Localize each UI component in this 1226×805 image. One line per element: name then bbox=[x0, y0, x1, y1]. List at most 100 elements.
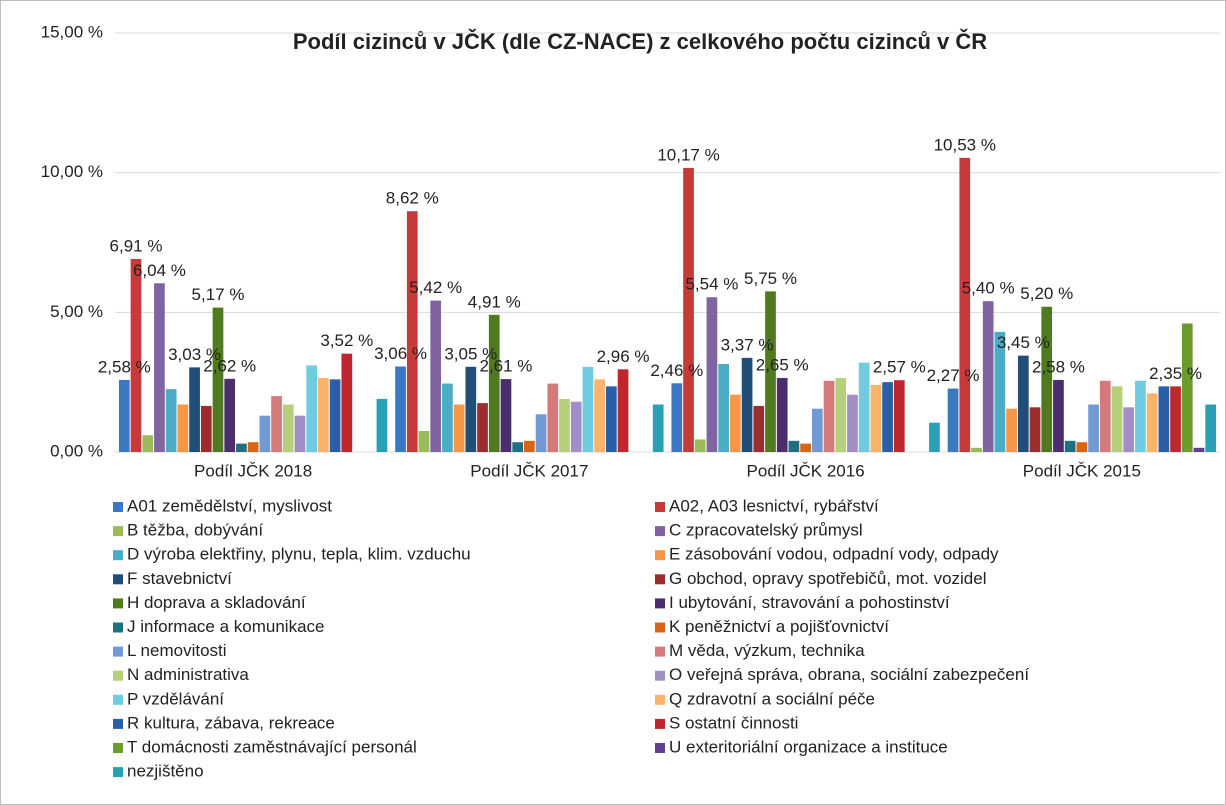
bar bbox=[318, 377, 329, 452]
legend-item: H doprava a skladování bbox=[113, 593, 306, 612]
legend-label: H doprava a skladování bbox=[127, 593, 306, 612]
bar bbox=[130, 258, 142, 452]
bar bbox=[500, 379, 512, 452]
bar bbox=[154, 283, 165, 452]
bar bbox=[453, 404, 465, 452]
legend-swatch bbox=[113, 670, 123, 681]
bar bbox=[1158, 386, 1170, 452]
data-label: 10,17 % bbox=[657, 145, 719, 164]
legend-label: Q zdravotní a sociální péče bbox=[669, 689, 875, 708]
bar bbox=[559, 398, 570, 452]
bar bbox=[271, 396, 282, 452]
legend-label: N administrativa bbox=[127, 665, 249, 684]
bar bbox=[929, 422, 940, 452]
legend-label: G obchod, opravy spotřebičů, mot. vozide… bbox=[669, 569, 987, 588]
bar bbox=[395, 366, 406, 452]
legend-label: I ubytování, stravování a pohostinství bbox=[669, 593, 950, 612]
bar bbox=[788, 440, 800, 452]
bar bbox=[582, 366, 594, 452]
bar bbox=[1193, 447, 1205, 452]
bar bbox=[1111, 386, 1123, 452]
legend-item: D výroba elektřiny, plynu, tepla, klim. … bbox=[113, 545, 471, 564]
legend-swatch bbox=[113, 718, 123, 729]
legend-swatch bbox=[655, 743, 665, 753]
bar bbox=[247, 442, 259, 452]
bar bbox=[1006, 408, 1017, 452]
legend-item: G obchod, opravy spotřebičů, mot. vozide… bbox=[655, 569, 987, 588]
legend-swatch bbox=[655, 622, 665, 633]
legend-label: M věda, výzkum, technika bbox=[669, 641, 865, 660]
bar bbox=[1029, 407, 1041, 452]
bar bbox=[442, 383, 453, 452]
data-label: 2,61 % bbox=[479, 357, 532, 376]
data-label: 2,46 % bbox=[650, 361, 703, 380]
bar bbox=[1135, 380, 1146, 452]
bar bbox=[418, 431, 430, 452]
bar bbox=[200, 405, 212, 452]
bar bbox=[1017, 355, 1029, 452]
bar bbox=[971, 447, 982, 452]
data-label: 2,57 % bbox=[873, 358, 926, 377]
bar bbox=[165, 389, 177, 452]
legend-item: U exteritoriální organizace a instituce bbox=[655, 737, 948, 756]
legend-label: O veřejná správa, obrana, sociální zabez… bbox=[669, 665, 1029, 684]
legend-swatch bbox=[113, 767, 123, 778]
legend-label: A02, A03 lesnictví, rybářství bbox=[669, 496, 879, 515]
legend-swatch bbox=[113, 502, 123, 512]
bar bbox=[800, 443, 811, 452]
legend-swatch bbox=[655, 574, 665, 585]
legend-item: M věda, výzkum, technika bbox=[655, 641, 865, 660]
bar bbox=[1041, 306, 1053, 452]
bar bbox=[341, 353, 353, 452]
legend-item: K peněžnictví a pojišťovnictví bbox=[655, 617, 889, 636]
bar bbox=[477, 403, 488, 452]
y-tick-label: 10,00 % bbox=[41, 162, 103, 181]
bar bbox=[547, 383, 559, 452]
bar bbox=[594, 379, 605, 452]
legend-swatch bbox=[655, 670, 665, 681]
data-label: 4,91 % bbox=[468, 292, 521, 311]
bar bbox=[706, 297, 718, 452]
bar bbox=[671, 383, 683, 452]
legend-item: A02, A03 lesnictví, rybářství bbox=[655, 496, 879, 515]
legend-label: K peněžnictví a pojišťovnictví bbox=[669, 617, 889, 636]
x-tick-label: Podíl JČK 2015 bbox=[1023, 461, 1141, 480]
legend-label: S ostatní činnosti bbox=[669, 713, 798, 732]
legend-item: S ostatní činnosti bbox=[655, 713, 798, 732]
bar bbox=[776, 377, 788, 452]
x-tick-label: Podíl JČK 2016 bbox=[747, 461, 865, 480]
legend-label: F stavebnictví bbox=[127, 569, 232, 588]
bar bbox=[430, 300, 442, 452]
legend-label: B těžba, dobývání bbox=[127, 521, 263, 540]
legend-swatch bbox=[655, 550, 665, 561]
bar bbox=[982, 301, 994, 452]
bar bbox=[994, 331, 1006, 452]
bar bbox=[329, 379, 341, 452]
legend-swatch bbox=[655, 526, 665, 537]
bar bbox=[947, 388, 959, 452]
legend-label: L nemovitosti bbox=[127, 641, 227, 660]
data-label: 2,96 % bbox=[597, 347, 650, 366]
legend-item: F stavebnictví bbox=[113, 569, 232, 588]
bar bbox=[512, 442, 524, 452]
bar bbox=[524, 440, 535, 452]
legend-label: D výroba elektřiny, plynu, tepla, klim. … bbox=[127, 545, 471, 564]
bar bbox=[1146, 393, 1158, 452]
legend-label: T domácnosti zaměstnávající personál bbox=[127, 737, 417, 756]
data-label: 5,42 % bbox=[409, 278, 462, 297]
data-label: 2,58 % bbox=[1032, 357, 1085, 376]
bar bbox=[535, 414, 547, 452]
bar bbox=[847, 394, 858, 452]
legend-swatch bbox=[113, 574, 123, 585]
legend-swatch bbox=[655, 502, 665, 512]
data-label: 5,20 % bbox=[1020, 284, 1073, 303]
data-label: 2,62 % bbox=[203, 356, 256, 375]
bar bbox=[236, 443, 247, 452]
legend-swatch bbox=[113, 646, 123, 657]
data-label: 5,17 % bbox=[192, 285, 245, 304]
legend-label: E zásobování vodou, odpadní vody, odpady bbox=[669, 545, 999, 564]
x-tick-label: Podíl JČK 2018 bbox=[194, 461, 312, 480]
bar bbox=[617, 369, 629, 452]
bar bbox=[893, 380, 905, 452]
